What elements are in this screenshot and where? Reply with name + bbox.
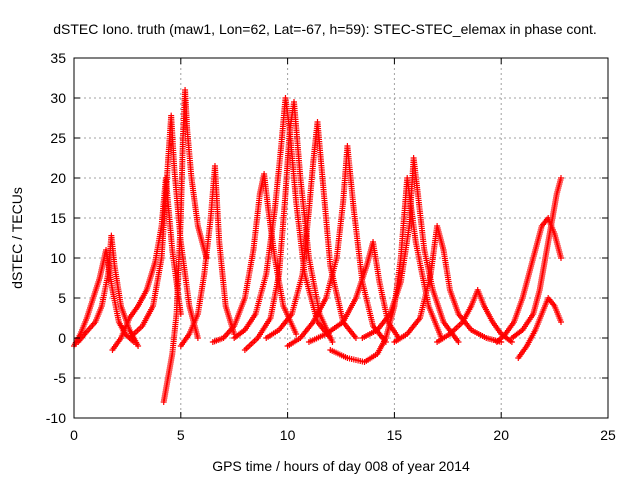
gridlines	[74, 58, 608, 418]
y-tick-label: 10	[50, 250, 66, 266]
series-sat05	[160, 87, 210, 405]
series-sat14	[359, 155, 462, 345]
series-sat07	[209, 171, 300, 345]
data-point	[558, 175, 565, 181]
x-tick-label: 20	[493, 427, 509, 443]
y-tick-label: 35	[50, 50, 66, 66]
x-tick-label: 10	[280, 427, 296, 443]
y-tick-label: -5	[54, 370, 67, 386]
series-sat15	[391, 223, 505, 345]
data-point	[329, 339, 336, 345]
x-tick-label: 0	[70, 427, 78, 443]
data-point	[293, 331, 300, 337]
data-point	[455, 339, 462, 345]
plot-frame	[73, 57, 609, 419]
series-sat17	[493, 215, 565, 345]
series-sat09	[241, 99, 336, 353]
y-tick-label: 0	[58, 330, 66, 346]
series-sat02	[75, 232, 142, 349]
axis-ticks: 0 5 10 15 20 25 -10 -5 0 5 10 15 20 25 30 35	[46, 50, 616, 443]
series-sat16	[434, 287, 515, 345]
series-sat10	[263, 119, 359, 341]
y-tick-label: 15	[50, 210, 66, 226]
x-tick-label: 15	[387, 427, 403, 443]
series-sat18	[508, 175, 565, 341]
y-tick-label: 30	[50, 90, 66, 106]
series-sat11	[284, 143, 389, 349]
y-axis-label: dSTEC / TECUs	[9, 187, 25, 289]
y-tick-label: 25	[50, 130, 66, 146]
y-tick-label: -10	[46, 410, 66, 426]
series-sat13	[327, 175, 445, 365]
x-tick-label: 25	[600, 427, 616, 443]
series-sat19	[515, 295, 565, 361]
y-tick-label: 5	[58, 290, 66, 306]
x-axis-label: GPS time / hours of day 008 of year 2014	[212, 458, 470, 474]
x-tick-label: 5	[177, 427, 185, 443]
chart-title: dSTEC Iono. truth (maw1, Lon=62, Lat=-67…	[53, 21, 597, 37]
data-marks	[71, 87, 565, 405]
data-point	[352, 335, 359, 341]
y-tick-label: 20	[50, 170, 66, 186]
data-point	[135, 343, 142, 349]
data-point	[194, 335, 201, 341]
data-point	[558, 319, 565, 325]
data-point	[558, 255, 565, 261]
